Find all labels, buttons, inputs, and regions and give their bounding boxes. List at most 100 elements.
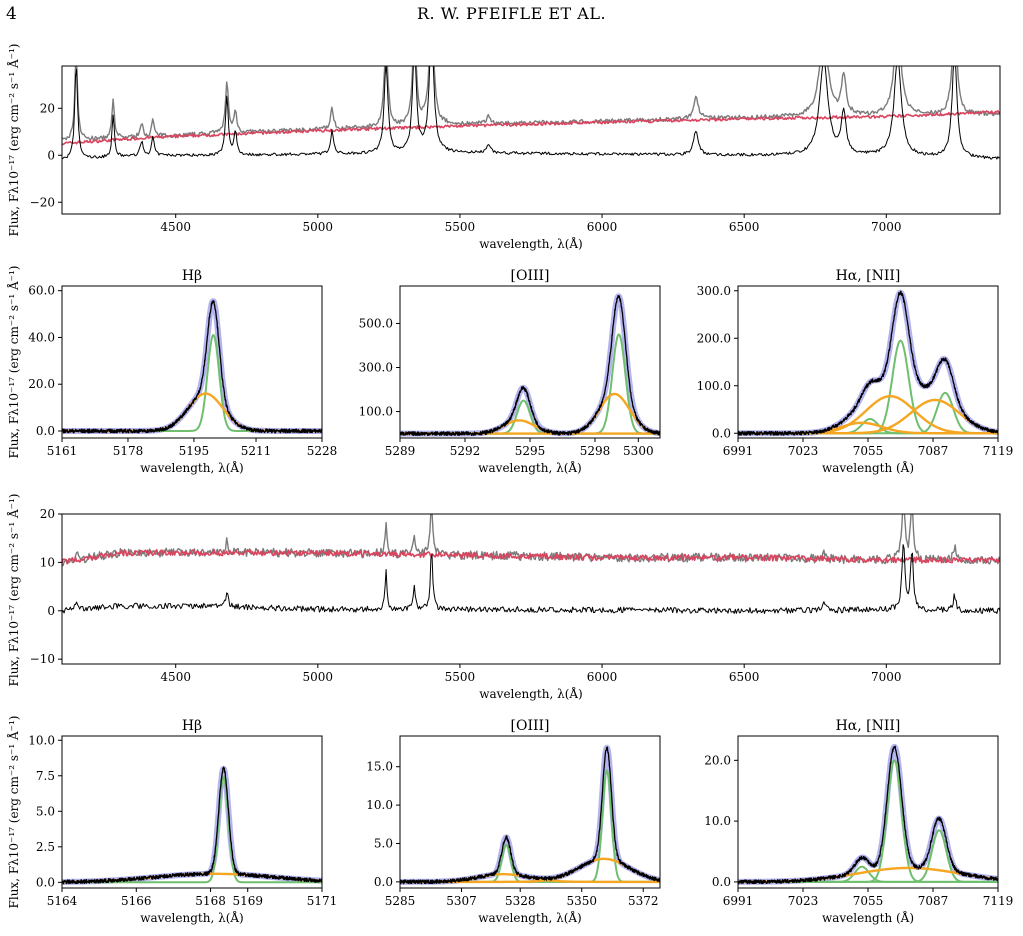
y-tick-label: 300.0	[697, 284, 731, 298]
x-tick-label: 7087	[918, 894, 949, 908]
x-axis-label: wavelength, λ(Å)	[479, 236, 582, 251]
y-tick-label: 100.0	[697, 379, 731, 393]
x-tick-label: 5000	[303, 220, 334, 234]
x-tick-label: 5350	[566, 894, 597, 908]
x-axis-label: wavelength (Å)	[822, 460, 914, 475]
y-tick-label: 10.0	[704, 814, 731, 828]
x-tick-label: 5168	[195, 894, 226, 908]
x-tick-label: 5295	[515, 444, 546, 458]
x-tick-label: 6000	[587, 220, 618, 234]
panel-hb2: 5164 5166 5168 5169 5171 0.0 2.5 5.0 7.5 10.0 wave…	[28, 718, 337, 925]
x-tick-label: 5211	[241, 444, 272, 458]
page-number: 4	[6, 4, 17, 24]
x-tick-label: 4500	[160, 220, 191, 234]
axes-frame	[61, 65, 1001, 215]
x-tick-label: 7087	[918, 444, 949, 458]
host-model-line	[62, 549, 1000, 565]
x-tick-label: 5500	[445, 670, 476, 684]
panel-spec1: 4500 5000 5500 6000 6500 7000 −20 0 20 wavelength…	[30, 65, 1001, 251]
y-tick-label: 0.0	[36, 424, 55, 438]
y-tick-label: 0.0	[374, 875, 393, 889]
narrow-component-line	[400, 333, 660, 435]
y-tick-label: 60.0	[28, 284, 55, 298]
observed-line	[400, 295, 660, 437]
axes-frame	[399, 285, 661, 439]
y-tick-label: 0.0	[712, 875, 731, 889]
panel-title: Hα, [NII]	[836, 718, 901, 734]
x-tick-label: 6991	[723, 444, 754, 458]
x-tick-label: 5285	[385, 894, 416, 908]
x-tick-label: 5161	[47, 444, 78, 458]
x-axis-label: wavelength, λ(Å)	[140, 460, 243, 475]
flux-label-row4: Flux, Fλ10⁻¹⁷ (erg cm⁻² s⁻¹ Å⁻¹)	[6, 716, 21, 909]
y-tick-label: 0	[47, 604, 55, 618]
x-tick-label: 5228	[307, 444, 338, 458]
y-tick-label: 500.0	[359, 316, 393, 330]
y-tick-label: 20.0	[704, 753, 731, 767]
x-tick-label: 6500	[729, 220, 760, 234]
y-tick-label: 5.0	[36, 804, 55, 818]
x-tick-label: 5328	[505, 894, 536, 908]
observed-line	[738, 290, 998, 436]
panel-oiii2: 5285 5307 5328 5350 5372 0.0 5.0 10.0 15.0 wavele…	[366, 718, 661, 925]
x-tick-label: 5289	[385, 444, 416, 458]
x-axis-label: wavelength, λ(Å)	[479, 686, 582, 701]
x-tick-label: 7000	[871, 670, 902, 684]
y-tick-label: −10	[30, 652, 55, 666]
total-fit-band	[62, 298, 322, 434]
x-tick-label: 7055	[853, 444, 884, 458]
x-tick-label: 7023	[788, 894, 819, 908]
observed-line	[400, 746, 660, 885]
x-tick-label: 5292	[450, 444, 481, 458]
y-tick-label: 7.5	[36, 769, 55, 783]
x-axis-label: wavelength, λ(Å)	[140, 910, 243, 925]
observed-line	[62, 766, 322, 885]
x-tick-label: 5298	[580, 444, 611, 458]
x-tick-label: 5500	[445, 220, 476, 234]
axes-frame	[61, 513, 1001, 665]
y-tick-label: 10.0	[366, 798, 393, 812]
x-axis-label: wavelength, λ(Å)	[478, 910, 581, 925]
y-tick-label: 0	[47, 148, 55, 162]
plot-area	[62, 66, 1000, 160]
axes-frame	[399, 735, 661, 889]
axes-frame	[61, 285, 323, 439]
x-tick-label: 6000	[587, 670, 618, 684]
x-tick-label: 5171	[307, 894, 338, 908]
x-tick-label: 6991	[723, 894, 754, 908]
y-tick-label: 40.0	[28, 330, 55, 344]
observed-spectrum-line	[62, 544, 1000, 614]
plot-area	[400, 744, 660, 885]
x-tick-label: 7119	[983, 894, 1014, 908]
y-tick-label: 200.0	[697, 331, 731, 345]
x-tick-label: 5300	[623, 444, 654, 458]
flux-label-row2: Flux, Fλ10⁻¹⁷ (erg cm⁻² s⁻¹ Å⁻¹)	[6, 266, 21, 459]
x-tick-label: 5372	[628, 894, 659, 908]
panel-hb1: 5161 5178 5195 5211 5228 0.0 20.0 40.0 60.0 wavel…	[28, 268, 337, 475]
y-tick-label: 5.0	[374, 836, 393, 850]
narrow-component-line	[62, 334, 322, 432]
plot-area	[738, 289, 998, 437]
y-tick-label: 0.0	[712, 426, 731, 440]
y-tick-label: 10	[40, 555, 55, 569]
y-tick-label: 20	[40, 507, 55, 521]
flux-label-row1: Flux, Fλ10⁻¹⁷ (erg cm⁻² s⁻¹ Å⁻¹)	[6, 44, 21, 237]
y-tick-label: 20	[40, 101, 55, 115]
plot-area	[62, 514, 1000, 614]
panel-title: [OIII]	[511, 268, 550, 284]
observed-spectrum-line	[62, 66, 1000, 160]
x-tick-label: 4500	[160, 670, 191, 684]
x-tick-label: 5000	[303, 670, 334, 684]
x-tick-label: 7055	[853, 894, 884, 908]
x-tick-label: 5169	[232, 894, 263, 908]
panel-title: Hβ	[182, 718, 202, 734]
panel-ha1: 6991 7023 7055 7087 7119 0.0 100.0 200.0 300.0 wa…	[697, 268, 1014, 475]
observed-line	[62, 300, 322, 434]
observed-line	[738, 745, 998, 885]
panel-title: Hα, [NII]	[836, 268, 901, 284]
x-tick-label: 7023	[788, 444, 819, 458]
axes-frame	[737, 285, 999, 439]
panel-ha2: 6991 7023 7055 7087 7119 0.0 10.0 20.0 wavelengt…	[704, 718, 1013, 925]
y-tick-label: 2.5	[36, 840, 55, 854]
panel-title: [OIII]	[511, 718, 550, 734]
